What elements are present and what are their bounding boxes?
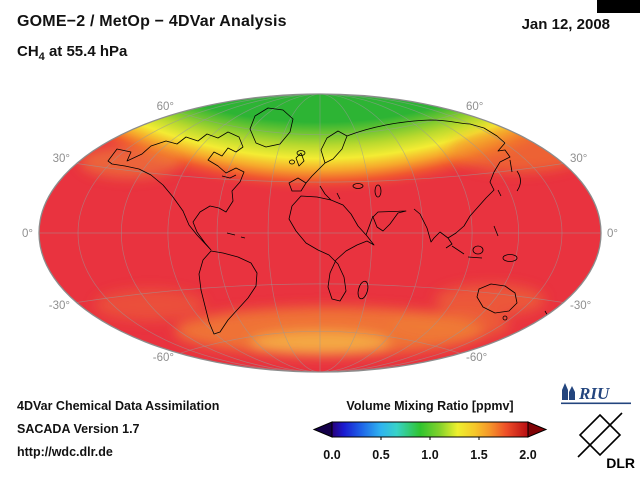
- sea-caspian: [374, 184, 382, 198]
- colorbar: 0.0 0.5 1.0 1.5 2.0: [312, 421, 548, 462]
- subtitle-prefix: CH: [17, 43, 39, 60]
- island-madagascar: [357, 280, 369, 300]
- island-iceland: [296, 150, 306, 156]
- asia-sakhalin: [509, 159, 513, 173]
- corner-black-marker: [597, 0, 640, 13]
- lat-label-60n-left: 60°: [157, 101, 174, 113]
- europe-iberia: [288, 177, 307, 192]
- lat-label-30s-left: -30°: [49, 300, 70, 312]
- asia-korea: [497, 189, 502, 197]
- europe-italy: [319, 185, 332, 201]
- lat-label-eq-right: 0°: [607, 228, 618, 240]
- colorbar-tick-2: 1.0: [421, 448, 438, 462]
- lat-label-60n-right: 60°: [466, 101, 483, 113]
- lat-label-60s-left: -60°: [153, 352, 174, 364]
- colorbar-gradient-bar: [331, 421, 529, 438]
- continent-africa: [288, 195, 375, 302]
- colorbar-ticks: [380, 437, 480, 440]
- continent-outlines: [107, 107, 555, 335]
- lakes-squiggle: [221, 174, 237, 179]
- page-title: GOME−2 / MetOp − 4DVar Analysis: [17, 13, 287, 30]
- asia-east-south-coast: [445, 142, 511, 249]
- island-java: [467, 256, 483, 259]
- asia-india: [413, 208, 449, 243]
- footer-line-version: SACADA Version 1.7: [17, 422, 140, 436]
- lat-label-60s-right: -60°: [466, 352, 487, 364]
- europe-greece: [336, 192, 341, 200]
- asia-red-sea: [365, 215, 374, 236]
- colorbar-tick-1: 0.5: [372, 448, 389, 462]
- asia-japan: [516, 170, 521, 192]
- date-label: Jan 12, 2008: [521, 16, 610, 33]
- continent-south-america: [198, 250, 258, 335]
- island-philippines: [493, 225, 499, 237]
- graticule: [39, 94, 601, 372]
- dlr-logo-text: DLR: [606, 455, 635, 471]
- europe-scandinavia: [320, 130, 348, 164]
- dlr-logo: DLR: [577, 412, 635, 471]
- map-rim: [38, 93, 602, 373]
- colorbar-arrow-left: [312, 421, 333, 438]
- lat-label-eq-left: 0°: [22, 228, 33, 240]
- cathedral-icon: [562, 383, 575, 400]
- riu-logo: RIU: [561, 383, 631, 405]
- subtitle-suffix: at 55.4 hPa: [44, 43, 128, 60]
- asia-arctic-coast: [346, 119, 506, 144]
- dlr-signet-icon: [577, 412, 623, 458]
- continent-greenland: [249, 107, 294, 148]
- footer-line-assimilation: 4DVar Chemical Data Assimilation: [17, 399, 220, 413]
- lat-label-30n-left: 30°: [53, 153, 70, 165]
- island-new-guinea: [502, 254, 518, 262]
- island-borneo: [472, 245, 484, 255]
- asia-arabia: [372, 210, 407, 232]
- map-color-field: [39, 94, 601, 372]
- riu-logo-text: RIU: [578, 384, 610, 403]
- europe-mainland-coast: [305, 162, 326, 184]
- island-sumatra: [451, 245, 465, 255]
- island-tasmania: [502, 315, 508, 321]
- europe-britain: [295, 152, 305, 167]
- colorbar-tick-3: 1.5: [470, 448, 487, 462]
- colorbar-tick-4: 2.0: [519, 448, 536, 462]
- riu-underline: [561, 402, 631, 405]
- europe-ireland: [289, 159, 295, 165]
- continent-north-america: [107, 131, 245, 251]
- subtitle-subscript: 4: [38, 51, 45, 63]
- page-subtitle: CH4 at 55.4 hPa: [17, 43, 127, 63]
- colorbar-title: Volume Mixing Ratio [ppmv]: [346, 399, 514, 413]
- continent-australia: [476, 283, 518, 314]
- islands-caribbean: [226, 232, 246, 239]
- colorbar-tick-labels: 0.0 0.5 1.0 1.5 2.0: [323, 448, 536, 462]
- lat-label-30n-right: 30°: [570, 153, 587, 165]
- lat-label-30s-right: -30°: [570, 300, 591, 312]
- footer-line-url: http://wdc.dlr.de: [17, 445, 113, 459]
- latitude-labels: 60° 60° 30° 30° 0° 0° -30° -30° -60° -60…: [22, 101, 618, 364]
- colorbar-arrow-right: [527, 421, 548, 438]
- sea-black: [352, 183, 364, 189]
- colorbar-tick-0: 0.0: [323, 448, 340, 462]
